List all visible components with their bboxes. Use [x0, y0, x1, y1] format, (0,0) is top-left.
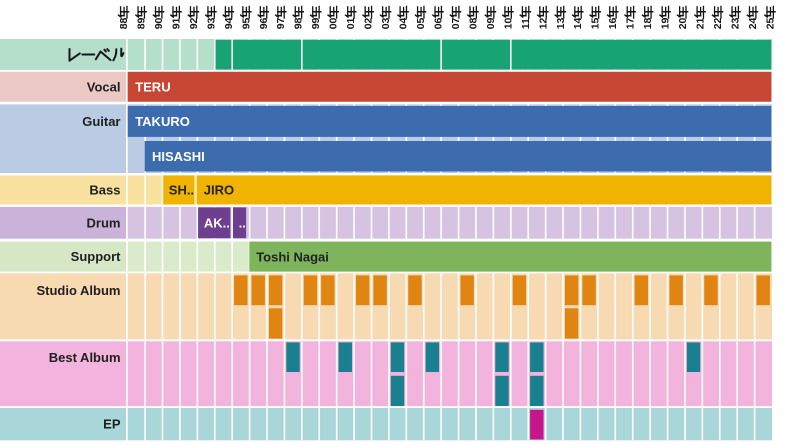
svg-text:13: 13	[555, 17, 567, 29]
svg-text:97: 97	[275, 17, 287, 29]
svg-text:88: 88	[118, 17, 130, 29]
svg-text:Studio Album: Studio Album	[36, 283, 120, 298]
svg-text:Best Album: Best Album	[49, 350, 121, 365]
svg-text:07: 07	[450, 17, 462, 29]
svg-text:23: 23	[729, 17, 741, 29]
svg-text:03: 03	[380, 17, 392, 29]
svg-text:25: 25	[764, 17, 776, 29]
svg-text:05: 05	[415, 17, 427, 29]
svg-text:02: 02	[363, 17, 375, 29]
svg-text:08: 08	[467, 17, 479, 29]
svg-text:Vocal: Vocal	[87, 79, 121, 94]
svg-text:17: 17	[625, 17, 637, 29]
svg-text:TERU: TERU	[135, 80, 170, 95]
svg-text:..: ..	[239, 216, 246, 231]
svg-text:95: 95	[240, 17, 252, 29]
svg-text:14: 14	[572, 17, 584, 29]
svg-text:09: 09	[485, 17, 497, 29]
svg-text:SH..: SH..	[169, 183, 194, 198]
svg-text:AK..: AK..	[204, 216, 230, 231]
svg-text:00: 00	[328, 17, 340, 29]
svg-text:Toshi Nagai: Toshi Nagai	[256, 249, 329, 264]
svg-text:22: 22	[712, 17, 724, 29]
svg-text:89: 89	[135, 17, 147, 29]
svg-text:98: 98	[293, 17, 305, 29]
svg-text:11: 11	[520, 18, 532, 29]
svg-text:Drum: Drum	[87, 215, 121, 230]
svg-text:Support: Support	[71, 249, 121, 264]
svg-text:HISASHI: HISASHI	[152, 149, 205, 164]
svg-text:Guitar: Guitar	[82, 114, 120, 129]
svg-text:15: 15	[590, 17, 602, 29]
svg-text:20: 20	[677, 17, 689, 29]
svg-text:96: 96	[258, 17, 270, 29]
svg-text:90: 90	[153, 17, 165, 29]
svg-text:99: 99	[310, 17, 322, 29]
svg-text:TAKURO: TAKURO	[135, 114, 190, 129]
svg-text:91: 91	[170, 17, 182, 29]
svg-text:21: 21	[695, 17, 707, 29]
svg-text:12: 12	[537, 17, 549, 29]
svg-text:01: 01	[345, 17, 357, 29]
svg-text:16: 16	[607, 17, 619, 29]
svg-text:19: 19	[660, 17, 672, 29]
svg-text:94: 94	[223, 17, 235, 29]
svg-text:04: 04	[398, 17, 410, 29]
svg-text:06: 06	[432, 17, 444, 29]
svg-text:10: 10	[502, 17, 514, 29]
svg-text:24: 24	[747, 17, 759, 29]
svg-text:EP: EP	[103, 417, 121, 432]
svg-text:18: 18	[642, 17, 654, 29]
svg-text:92: 92	[188, 17, 200, 29]
svg-text:Bass: Bass	[89, 183, 120, 198]
svg-text:JIRO: JIRO	[204, 183, 234, 198]
svg-text:93: 93	[205, 17, 217, 29]
